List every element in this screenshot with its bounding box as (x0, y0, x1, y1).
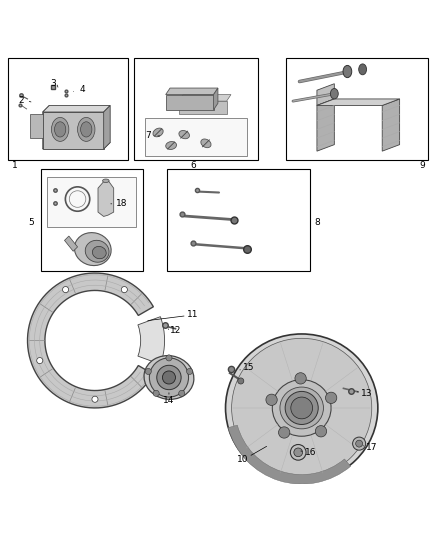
Polygon shape (179, 94, 231, 101)
Polygon shape (317, 99, 334, 151)
Text: 5: 5 (28, 217, 34, 227)
Text: 7: 7 (145, 132, 152, 140)
Polygon shape (98, 180, 114, 216)
Circle shape (179, 390, 185, 397)
Circle shape (294, 448, 303, 457)
Circle shape (353, 437, 366, 450)
Ellipse shape (81, 122, 92, 137)
Text: 10: 10 (237, 455, 249, 464)
Text: 12: 12 (170, 326, 181, 335)
Circle shape (315, 426, 327, 437)
Polygon shape (214, 88, 218, 110)
Polygon shape (382, 99, 399, 151)
Text: 11: 11 (187, 310, 199, 319)
Bar (286, 58, 428, 160)
Polygon shape (43, 106, 49, 149)
Circle shape (266, 394, 277, 406)
Ellipse shape (153, 128, 163, 137)
Ellipse shape (226, 334, 378, 482)
Polygon shape (104, 106, 110, 149)
Bar (8, 58, 127, 160)
Polygon shape (179, 101, 226, 114)
Polygon shape (43, 142, 110, 149)
Polygon shape (43, 112, 104, 149)
Polygon shape (43, 106, 110, 112)
Polygon shape (166, 94, 214, 110)
Ellipse shape (179, 131, 190, 139)
Circle shape (121, 287, 127, 293)
Ellipse shape (92, 246, 106, 259)
Text: 9: 9 (419, 160, 425, 169)
Text: 8: 8 (314, 217, 320, 227)
Circle shape (285, 391, 318, 424)
Bar (134, 58, 258, 160)
Ellipse shape (54, 122, 66, 137)
Circle shape (238, 378, 244, 384)
Text: 4: 4 (79, 85, 85, 94)
Ellipse shape (201, 139, 211, 148)
Circle shape (325, 392, 337, 403)
Text: 16: 16 (305, 448, 316, 457)
Ellipse shape (232, 338, 372, 478)
Text: 18: 18 (116, 199, 128, 208)
Polygon shape (64, 236, 78, 251)
Ellipse shape (51, 117, 69, 141)
Text: 3: 3 (51, 79, 57, 88)
Bar (145, 118, 247, 156)
Polygon shape (166, 88, 218, 94)
Text: 13: 13 (361, 389, 373, 398)
Ellipse shape (102, 179, 109, 182)
Circle shape (145, 368, 151, 375)
Circle shape (166, 355, 172, 361)
Polygon shape (28, 273, 153, 408)
Circle shape (279, 427, 290, 438)
Polygon shape (317, 99, 399, 106)
Wedge shape (228, 425, 351, 484)
Ellipse shape (343, 66, 352, 78)
Ellipse shape (78, 117, 95, 141)
Text: 6: 6 (190, 160, 196, 169)
Ellipse shape (74, 232, 111, 265)
Circle shape (290, 445, 306, 460)
Circle shape (291, 397, 313, 419)
Circle shape (63, 287, 69, 293)
Circle shape (153, 390, 159, 397)
Circle shape (295, 373, 306, 384)
Circle shape (92, 396, 98, 402)
Bar (47, 177, 136, 228)
Wedge shape (138, 317, 165, 364)
Circle shape (356, 440, 363, 447)
Text: 14: 14 (163, 396, 175, 405)
Text: 17: 17 (367, 443, 378, 453)
Ellipse shape (272, 379, 331, 436)
Ellipse shape (280, 387, 323, 429)
Ellipse shape (85, 240, 109, 262)
Text: 15: 15 (243, 363, 254, 372)
Circle shape (157, 365, 181, 390)
Ellipse shape (330, 88, 338, 99)
Circle shape (187, 368, 193, 375)
Polygon shape (317, 84, 334, 106)
Ellipse shape (166, 142, 177, 149)
Circle shape (149, 358, 188, 397)
Ellipse shape (144, 356, 194, 399)
Circle shape (37, 358, 43, 364)
Text: 2: 2 (18, 96, 24, 105)
Circle shape (162, 371, 176, 384)
Bar (167, 168, 311, 271)
Bar (41, 168, 143, 271)
Polygon shape (30, 114, 43, 138)
Text: 1: 1 (11, 160, 18, 169)
Ellipse shape (359, 64, 367, 75)
